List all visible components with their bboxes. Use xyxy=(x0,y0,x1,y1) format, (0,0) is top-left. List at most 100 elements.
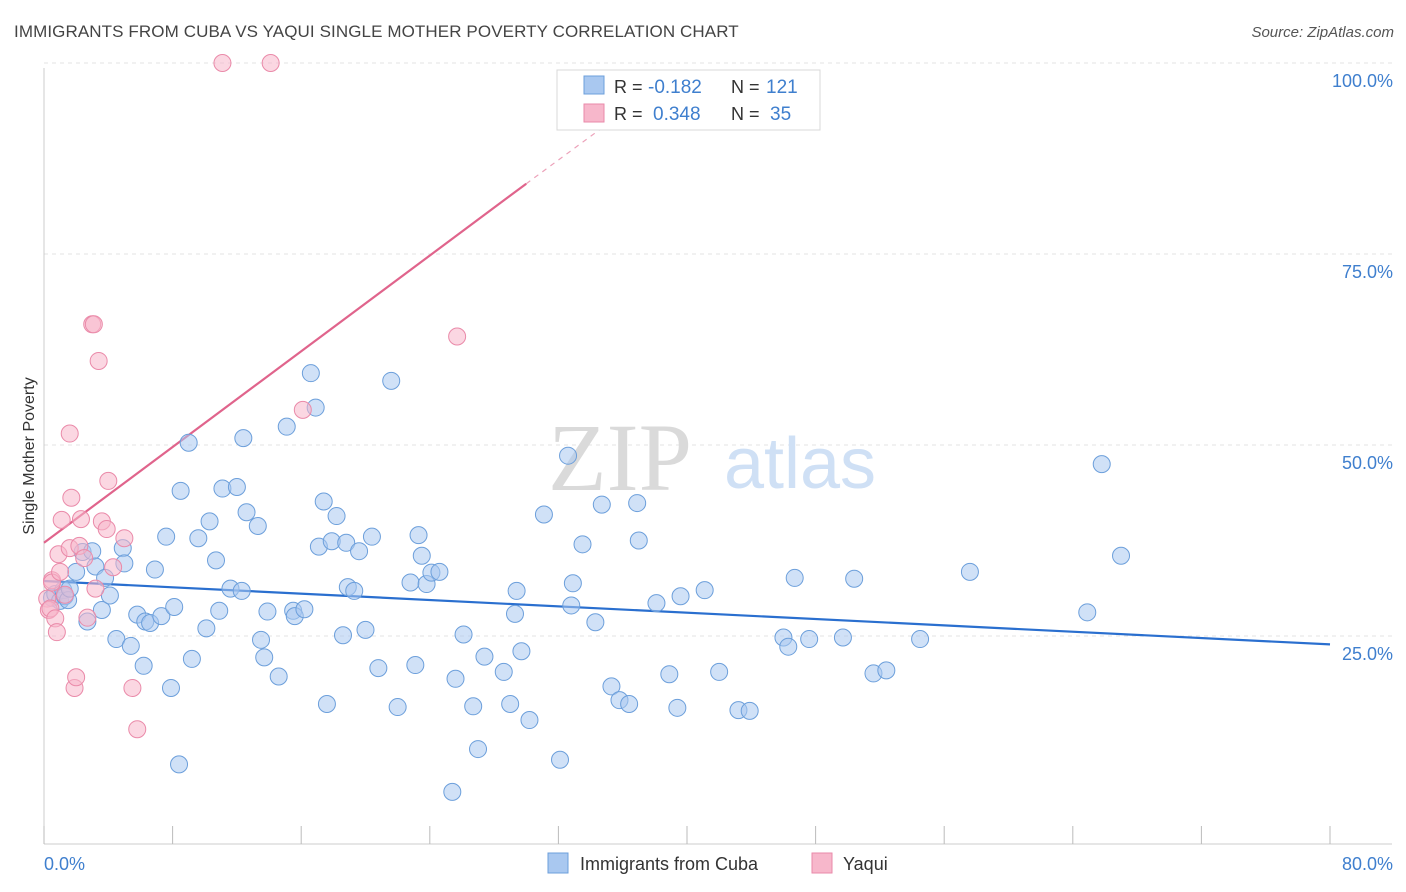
point-immigrants-from-cuba xyxy=(327,507,346,526)
point-immigrants-from-cuba xyxy=(779,637,798,656)
point-immigrants-from-cuba xyxy=(333,626,352,645)
point-yaqui xyxy=(89,351,108,370)
gridlines xyxy=(44,62,1392,637)
point-immigrants-from-cuba xyxy=(430,562,449,581)
point-immigrants-from-cuba xyxy=(551,750,570,769)
point-immigrants-from-cuba xyxy=(189,529,208,548)
point-immigrants-from-cuba xyxy=(197,619,216,638)
point-immigrants-from-cuba xyxy=(248,516,267,535)
point-immigrants-from-cuba xyxy=(671,587,690,606)
point-yaqui xyxy=(261,54,280,72)
point-immigrants-from-cuba xyxy=(100,586,119,605)
point-immigrants-from-cuba xyxy=(845,569,864,588)
point-immigrants-from-cuba xyxy=(454,625,473,644)
point-immigrants-from-cuba xyxy=(446,669,465,688)
cuba-n-label: N = xyxy=(731,77,760,97)
legend-yaqui-label: Yaqui xyxy=(843,854,888,874)
yaqui-n-label: N = xyxy=(731,104,760,124)
point-immigrants-from-cuba xyxy=(182,649,201,668)
point-immigrants-from-cuba xyxy=(350,542,369,561)
y-tick-label: 25.0% xyxy=(1342,644,1393,664)
point-immigrants-from-cuba xyxy=(520,711,539,730)
point-yaqui xyxy=(84,315,103,334)
point-immigrants-from-cuba xyxy=(833,628,852,647)
point-immigrants-from-cuba xyxy=(960,562,979,581)
watermark: ZIP atlas xyxy=(548,404,876,511)
source-credit: Source: ZipAtlas.com xyxy=(1251,24,1394,41)
stats-legend: R = -0.182 N = 121 R = 0.348 N = 35 xyxy=(556,69,821,131)
x-tick-label: 0.0% xyxy=(44,854,85,874)
point-immigrants-from-cuba xyxy=(170,755,189,774)
point-immigrants-from-cuba xyxy=(877,661,896,680)
point-yaqui xyxy=(62,488,81,507)
point-yaqui xyxy=(52,510,71,529)
point-immigrants-from-cuba xyxy=(157,527,176,546)
point-immigrants-from-cuba xyxy=(401,573,420,592)
point-immigrants-from-cuba xyxy=(602,677,621,696)
axes xyxy=(43,68,1392,845)
point-immigrants-from-cuba xyxy=(629,531,648,550)
point-immigrants-from-cuba xyxy=(647,594,666,613)
yaqui-r-value: 0.348 xyxy=(653,104,701,125)
point-immigrants-from-cuba xyxy=(277,417,296,436)
cuba-r-label: R = xyxy=(614,77,643,97)
point-immigrants-from-cuba xyxy=(695,581,714,600)
legend-yaqui-swatch xyxy=(811,852,833,874)
point-immigrants-from-cuba xyxy=(494,662,513,681)
point-immigrants-from-cuba xyxy=(469,740,488,759)
point-immigrants-from-cuba xyxy=(412,546,431,565)
point-immigrants-from-cuba xyxy=(800,630,819,649)
cuba-r-value: -0.182 xyxy=(648,77,702,98)
point-immigrants-from-cuba xyxy=(255,648,274,667)
point-immigrants-from-cuba xyxy=(210,601,229,620)
x-tick-label: 80.0% xyxy=(1342,854,1393,874)
point-immigrants-from-cuba xyxy=(668,698,687,717)
point-immigrants-from-cuba xyxy=(107,630,126,649)
point-immigrants-from-cuba xyxy=(1078,603,1097,622)
point-immigrants-from-cuba xyxy=(369,659,388,678)
yaqui-r-label: R = xyxy=(614,104,643,124)
watermark-atlas: atlas xyxy=(724,424,876,504)
point-immigrants-from-cuba xyxy=(1112,546,1131,565)
point-immigrants-from-cuba xyxy=(534,505,553,524)
point-immigrants-from-cuba xyxy=(382,371,401,390)
point-immigrants-from-cuba xyxy=(171,481,190,500)
yaqui-swatch xyxy=(583,103,605,123)
point-immigrants-from-cuba xyxy=(740,701,759,720)
point-immigrants-from-cuba xyxy=(337,533,356,552)
point-immigrants-from-cuba xyxy=(227,478,246,497)
point-immigrants-from-cuba xyxy=(145,560,164,579)
point-yaqui xyxy=(75,549,94,568)
point-yaqui xyxy=(448,327,467,346)
point-immigrants-from-cuba xyxy=(295,600,314,619)
point-immigrants-from-cuba xyxy=(563,574,582,593)
point-immigrants-from-cuba xyxy=(314,492,333,511)
point-yaqui xyxy=(128,720,147,739)
point-yaqui xyxy=(71,510,90,529)
trend-lines xyxy=(43,88,1331,646)
point-yaqui xyxy=(213,54,232,72)
point-immigrants-from-cuba xyxy=(464,697,483,716)
point-yaqui xyxy=(104,558,123,577)
point-immigrants-from-cuba xyxy=(559,446,578,465)
point-immigrants-from-cuba xyxy=(301,364,320,383)
point-immigrants-from-cuba xyxy=(345,581,364,600)
tick-labels: 25.0% 50.0% 75.0% 100.0% 0.0% 80.0% xyxy=(44,71,1393,874)
point-immigrants-from-cuba xyxy=(507,581,526,600)
point-immigrants-from-cuba xyxy=(620,694,639,713)
legend-cuba-swatch xyxy=(547,852,569,874)
y-tick-label: 75.0% xyxy=(1342,262,1393,282)
point-immigrants-from-cuba xyxy=(92,601,111,620)
point-immigrants-from-cuba xyxy=(356,620,375,639)
point-yaqui xyxy=(47,623,66,642)
point-immigrants-from-cuba xyxy=(406,656,425,675)
point-immigrants-from-cuba xyxy=(512,642,531,661)
point-immigrants-from-cuba xyxy=(475,647,494,666)
point-yaqui xyxy=(293,400,312,419)
point-yaqui xyxy=(55,585,74,604)
point-immigrants-from-cuba xyxy=(562,596,581,615)
point-immigrants-from-cuba xyxy=(161,678,180,697)
points-immigrants-from-cuba xyxy=(43,364,1131,801)
point-immigrants-from-cuba xyxy=(252,630,271,649)
